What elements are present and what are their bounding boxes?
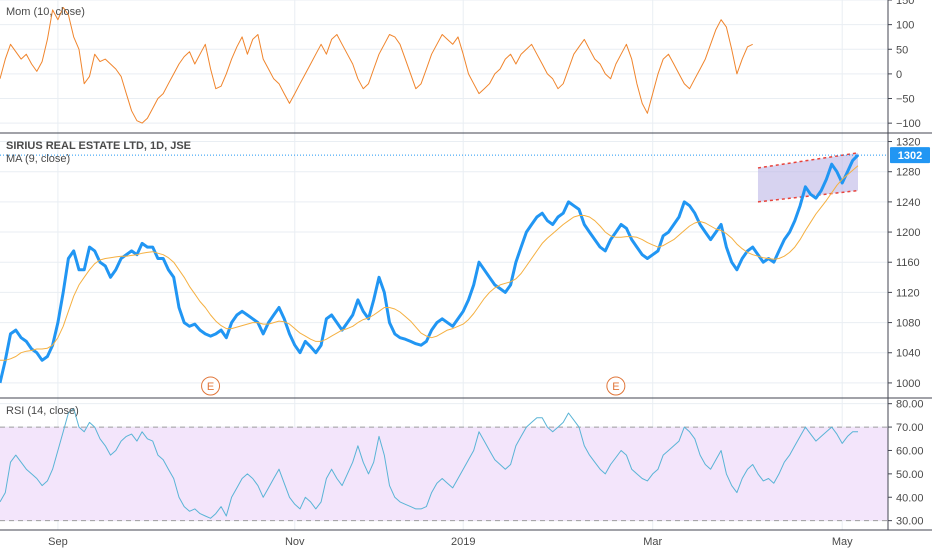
earnings-marker-icon[interactable] <box>201 376 221 396</box>
last-price-label: 1302 <box>898 150 922 162</box>
earnings-marker-label: E <box>612 381 619 393</box>
rsi-y-tick-label: 60.00 <box>896 445 924 457</box>
price-y-tick-label: 1280 <box>896 167 920 179</box>
price-y-tick-label: 1040 <box>896 348 920 360</box>
rsi-y-tick-label: 70.00 <box>896 422 924 434</box>
price-title: SIRIUS REAL ESTATE LTD, 1D, JSE <box>6 140 191 152</box>
last-price-badge <box>890 147 930 164</box>
price-axes: −100 −50 0 50 100 150 1000 1040 1080 1120 1160 1200… <box>0 0 932 531</box>
price-y-tick-label: 1120 <box>896 287 920 299</box>
price-y-tick-label: 1000 <box>896 378 920 390</box>
mom-y-tick-label: 100 <box>896 20 914 32</box>
price-y-tick-label: 1240 <box>896 197 920 209</box>
mom-y-tick-label: 0 <box>896 69 902 81</box>
mom-title: Mom (10, close) <box>6 6 85 18</box>
x-tick-label: Nov <box>285 536 305 548</box>
price-y-tick-label: 1080 <box>896 318 920 330</box>
rsi-pane[interactable] <box>0 407 888 522</box>
rsi-band <box>0 427 888 521</box>
rsi-y-tick-label: 50.00 <box>896 469 924 481</box>
rsi-series-line <box>0 407 858 519</box>
mom-y-tick-label: −100 <box>896 118 921 130</box>
time-axis: SepNov2019MarMayJulAug <box>48 536 853 548</box>
x-tick-label: 2019 <box>451 536 475 548</box>
mom-series-line <box>0 6 753 124</box>
earnings-marker-icon[interactable] <box>606 376 626 396</box>
ma-title: MA (9, close) <box>6 153 70 165</box>
channel-upper-line[interactable] <box>757 152 859 169</box>
price-y-tick-label: 1200 <box>896 227 920 239</box>
mom-y-tick-label: −50 <box>896 94 915 106</box>
price-y-tick-label: 1160 <box>896 257 920 269</box>
mom-y-tick-label: 150 <box>896 0 914 7</box>
rsi-y-tick-label: 30.00 <box>896 516 924 528</box>
x-tick-label: May <box>832 536 853 548</box>
rsi-y-tick-label: 40.00 <box>896 492 924 504</box>
mom-y-tick-label: 50 <box>896 44 908 56</box>
earnings-marker-label: E <box>207 381 214 393</box>
price-pane[interactable]: E E 1302 <box>0 147 930 396</box>
channel-lower-line[interactable] <box>757 189 859 203</box>
price-y-tick-label: 1320 <box>896 137 920 149</box>
price-series-line <box>0 154 860 384</box>
momentum-pane[interactable] <box>0 6 753 124</box>
x-tick-label: Mar <box>643 536 662 548</box>
rsi-y-tick-label: 80.00 <box>896 399 924 411</box>
rsi-title: RSI (14, close) <box>6 405 79 417</box>
ma-series-line <box>0 165 859 361</box>
x-tick-label: Sep <box>48 536 68 548</box>
